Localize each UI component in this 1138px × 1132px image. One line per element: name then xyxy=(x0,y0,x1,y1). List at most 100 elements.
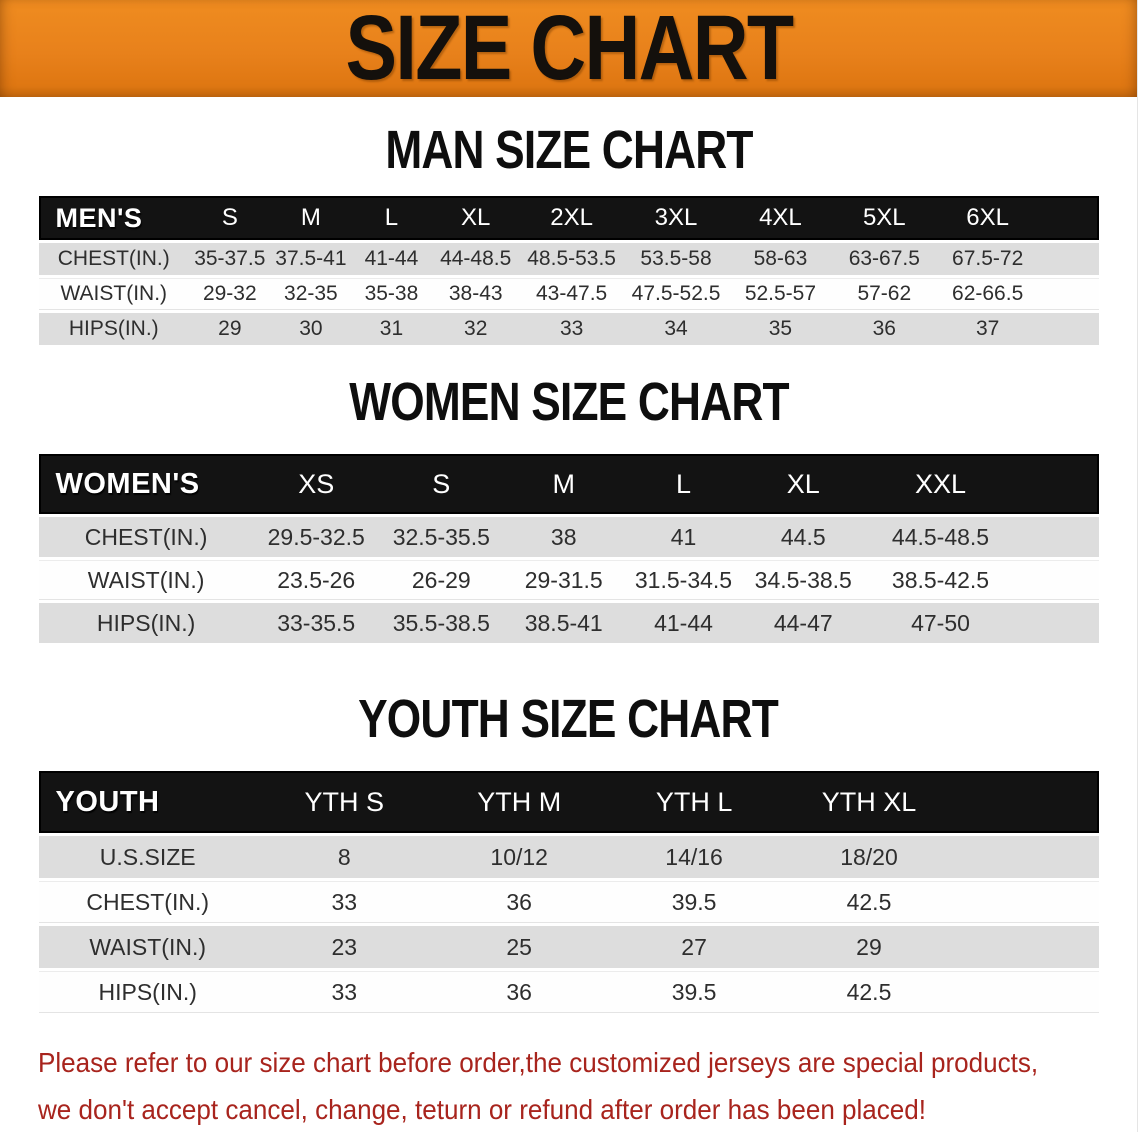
table-row: HIPS(IN.) 29 30 31 32 33 34 35 36 37 xyxy=(38,313,1099,345)
table-cell: 44.5-48.5 xyxy=(863,517,1018,557)
table-cell: 29 xyxy=(189,313,271,345)
column-header-cell: 2XL xyxy=(519,196,624,240)
table-cell: 41-44 xyxy=(351,243,432,275)
table-header-row: YOUTH YTH S YTH M YTH L YTH XL xyxy=(38,771,1099,833)
youth-section-title-text: YOUTH SIZE CHART xyxy=(358,689,780,749)
table-cell: 34 xyxy=(623,313,729,345)
filler-cell xyxy=(956,926,1099,968)
table-cell: 42.5 xyxy=(781,881,957,923)
table-row: HIPS(IN.) 33 36 39.5 42.5 xyxy=(38,971,1099,1013)
filler-cell xyxy=(956,881,1099,923)
filler-cell xyxy=(1017,454,1099,514)
table-cell: 29.5-32.5 xyxy=(253,517,379,557)
table-cell: 32 xyxy=(431,313,520,345)
filler-cell xyxy=(1039,313,1099,345)
table-cell: 25 xyxy=(431,926,607,968)
table-cell: 38.5-42.5 xyxy=(863,560,1018,600)
table-row: WAIST(IN.) 23.5-26 26-29 29-31.5 31.5-34.5 34… xyxy=(38,560,1099,600)
table-cell: 31 xyxy=(351,313,432,345)
row-label-cell: CHEST(IN.) xyxy=(38,881,257,923)
filler-cell xyxy=(1039,278,1099,310)
table-cell: 27 xyxy=(606,926,782,968)
filler-cell xyxy=(956,971,1099,1013)
table-cell: 35-38 xyxy=(351,278,432,310)
table-cell: 42.5 xyxy=(781,971,957,1013)
table-cell: 47.5-52.5 xyxy=(623,278,729,310)
filler-cell xyxy=(1039,243,1099,275)
table-cell: 52.5-57 xyxy=(728,278,833,310)
table-cell: 67.5-72 xyxy=(936,243,1040,275)
table-cell: 41 xyxy=(623,517,744,557)
row-label-cell: CHEST(IN.) xyxy=(38,243,190,275)
table-cell: 32-35 xyxy=(270,278,352,310)
women-size-table: WOMEN'S XS S M L XL XXL CHEST(IN.) 29.5-32.5 32.5… xyxy=(38,451,1099,646)
table-cell: 33 xyxy=(519,313,624,345)
column-header-cell: 4XL xyxy=(728,196,833,240)
disclaimer-line-2: we don't accept cancel, change, teturn o… xyxy=(38,1094,927,1125)
column-header-cell: XL xyxy=(431,196,520,240)
youth-size-table: YOUTH YTH S YTH M YTH L YTH XL U.S.SIZE 8 10/12… xyxy=(38,768,1099,1016)
table-cell: 23.5-26 xyxy=(253,560,379,600)
table-cell: 38 xyxy=(503,517,624,557)
table-row: WAIST(IN.) 23 25 27 29 xyxy=(38,926,1099,968)
table-cell: 31.5-34.5 xyxy=(623,560,744,600)
youth-section-title: YOUTH SIZE CHART xyxy=(0,691,1137,747)
table-row: CHEST(IN.) 35-37.5 37.5-41 41-44 44-48.5 48.5… xyxy=(38,243,1099,275)
row-label-cell: HIPS(IN.) xyxy=(38,971,257,1013)
row-label-cell: HIPS(IN.) xyxy=(38,313,190,345)
filler-cell xyxy=(956,836,1099,878)
table-cell: 62-66.5 xyxy=(936,278,1040,310)
row-label-cell: HIPS(IN.) xyxy=(38,603,254,643)
men-size-table: MEN'S S M L XL 2XL 3XL 4XL 5XL 6XL CHEST(IN.) 35-37… xyxy=(38,193,1099,348)
women-section-title: WOMEN SIZE CHART xyxy=(0,374,1137,430)
table-cell: 34.5-38.5 xyxy=(743,560,864,600)
table-cell: 58-63 xyxy=(728,243,833,275)
row-label-cell: U.S.SIZE xyxy=(38,836,257,878)
table-corner-cell: MEN'S xyxy=(38,196,190,240)
table-row: U.S.SIZE 8 10/12 14/16 18/20 xyxy=(38,836,1099,878)
filler-cell xyxy=(1017,603,1099,643)
table-cell: 44.5 xyxy=(743,517,864,557)
column-header-cell: YTH S xyxy=(256,771,432,833)
disclaimer-line-1: Please refer to our size chart before or… xyxy=(38,1047,1039,1078)
column-header-cell: XL xyxy=(743,454,864,514)
table-cell: 18/20 xyxy=(781,836,957,878)
table-corner-cell: WOMEN'S xyxy=(38,454,254,514)
table-cell: 14/16 xyxy=(606,836,782,878)
row-label-cell: WAIST(IN.) xyxy=(38,560,254,600)
banner-title: SIZE CHART xyxy=(345,0,794,99)
table-cell: 39.5 xyxy=(606,881,782,923)
table-cell: 63-67.5 xyxy=(832,243,937,275)
column-header-cell: M xyxy=(503,454,624,514)
table-cell: 48.5-53.5 xyxy=(519,243,624,275)
filler-cell xyxy=(1017,517,1099,557)
table-cell: 44-47 xyxy=(743,603,864,643)
table-cell: 10/12 xyxy=(431,836,607,878)
column-header-cell: XS xyxy=(253,454,379,514)
column-header-cell: S xyxy=(189,196,271,240)
table-cell: 35 xyxy=(728,313,833,345)
table-cell: 36 xyxy=(832,313,937,345)
table-cell: 44-48.5 xyxy=(431,243,520,275)
men-section-title: MAN SIZE CHART xyxy=(0,122,1137,178)
table-cell: 8 xyxy=(256,836,432,878)
table-row: HIPS(IN.) 33-35.5 35.5-38.5 38.5-41 41-44 44-… xyxy=(38,603,1099,643)
column-header-cell: L xyxy=(351,196,432,240)
banner: SIZE CHART xyxy=(0,0,1137,97)
table-cell: 26-29 xyxy=(378,560,504,600)
table-cell: 57-62 xyxy=(832,278,937,310)
table-cell: 43-47.5 xyxy=(519,278,624,310)
table-cell: 38.5-41 xyxy=(503,603,624,643)
column-header-cell: S xyxy=(378,454,504,514)
table-cell: 39.5 xyxy=(606,971,782,1013)
column-header-cell: L xyxy=(623,454,744,514)
table-cell: 29-32 xyxy=(189,278,271,310)
table-cell: 53.5-58 xyxy=(623,243,729,275)
table-cell: 41-44 xyxy=(623,603,744,643)
table-cell: 30 xyxy=(270,313,352,345)
column-header-cell: YTH XL xyxy=(781,771,957,833)
table-row: CHEST(IN.) 29.5-32.5 32.5-35.5 38 41 44.5 44.5… xyxy=(38,517,1099,557)
table-cell: 37.5-41 xyxy=(270,243,352,275)
row-label-cell: WAIST(IN.) xyxy=(38,926,257,968)
